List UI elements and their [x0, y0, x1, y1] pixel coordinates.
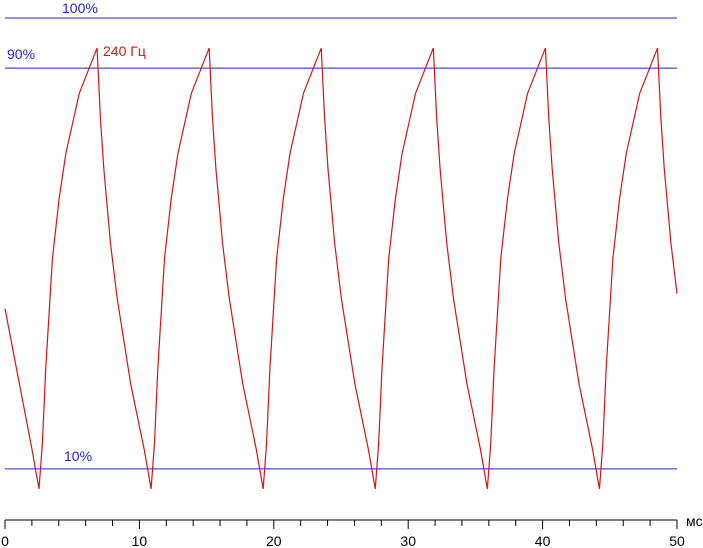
- x-tick-label: 50: [669, 533, 685, 548]
- x-tick-label: 0: [1, 533, 9, 548]
- reference-label: 10%: [64, 448, 92, 464]
- x-tick-label: 40: [535, 533, 551, 548]
- x-unit: мс: [686, 513, 703, 529]
- annotation: 240 Гц: [103, 43, 146, 59]
- reference-label: 100%: [62, 0, 98, 16]
- x-tick-label: 30: [400, 533, 416, 548]
- response-curve: [4, 47, 678, 490]
- x-tick-label: 20: [266, 533, 282, 548]
- reference-label: 90%: [7, 46, 35, 62]
- x-tick-label: 10: [132, 533, 148, 548]
